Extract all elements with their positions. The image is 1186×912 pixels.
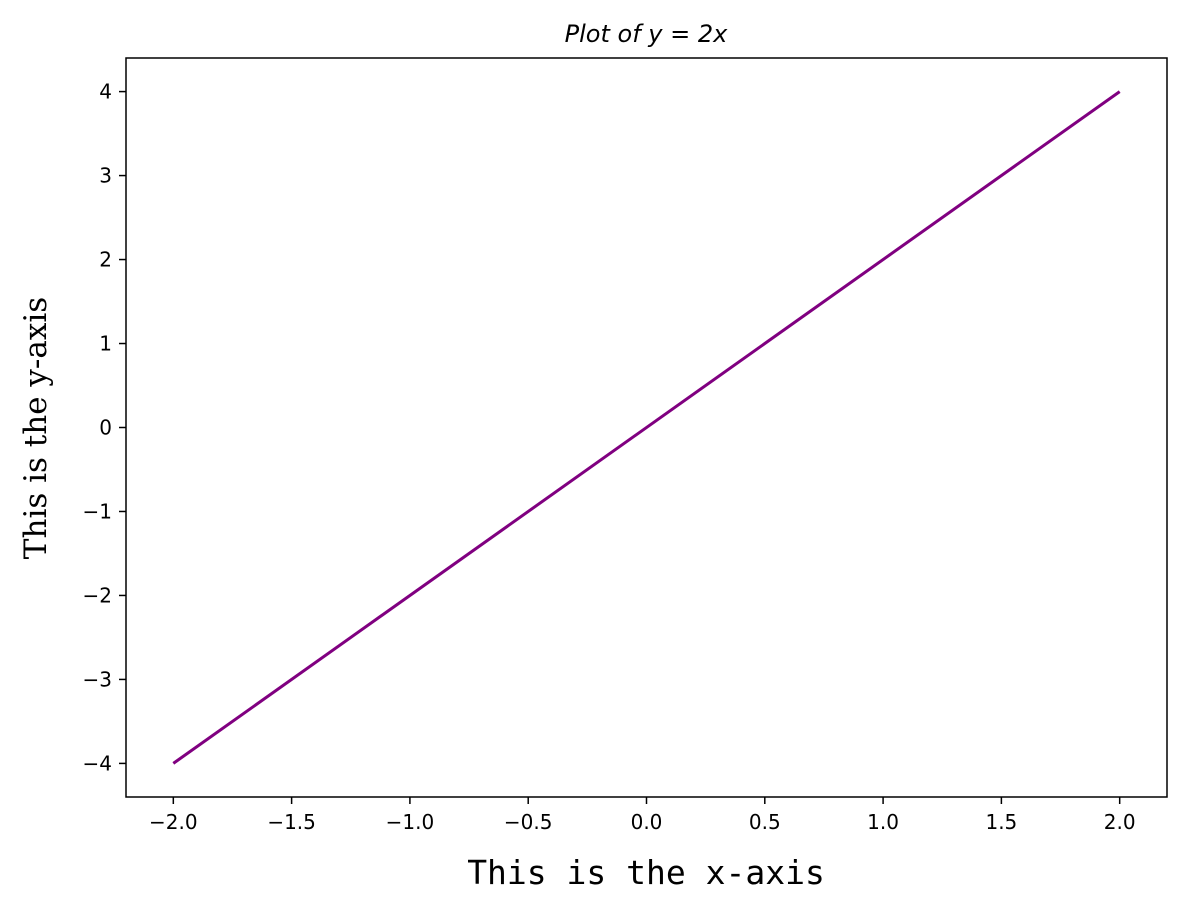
x-tick-label: 0.0 xyxy=(631,810,663,834)
x-tick-label: −1.0 xyxy=(386,810,435,834)
y-tick-label: −2 xyxy=(83,583,112,607)
y-tick-label: −3 xyxy=(83,667,112,691)
y-tick-label: 0 xyxy=(99,416,112,440)
y-tick-label: 1 xyxy=(99,332,112,356)
y-tick-label: −1 xyxy=(83,499,112,523)
x-tick-label: 2.0 xyxy=(1104,810,1136,834)
y-axis-label: This is the y-axis xyxy=(18,297,54,559)
y-axis-ticks: −4 −3 −2 −1 0 1 2 3 4 xyxy=(83,80,126,775)
y-tick-label: 3 xyxy=(99,164,112,188)
x-axis-ticks: −2.0 −1.5 −1.0 −0.5 0.0 0.5 1.0 1.5 2.0 xyxy=(149,797,1136,834)
y-tick-label: 4 xyxy=(99,80,112,104)
chart-title: Plot of y = 2x xyxy=(565,20,728,48)
x-tick-label: −2.0 xyxy=(149,810,198,834)
axes-frame xyxy=(125,57,1168,798)
x-axis-label: This is the x-axis xyxy=(467,853,825,892)
x-tick-label: −1.5 xyxy=(267,810,316,834)
x-tick-label: 0.5 xyxy=(749,810,781,834)
x-tick-label: 1.5 xyxy=(985,810,1017,834)
series-line-0 xyxy=(172,90,1121,765)
y-tick-label: −4 xyxy=(83,751,112,775)
y-tick-label: 2 xyxy=(99,248,112,272)
x-tick-label: 1.0 xyxy=(867,810,899,834)
x-tick-label: −0.5 xyxy=(504,810,553,834)
plot-area xyxy=(172,90,1121,765)
